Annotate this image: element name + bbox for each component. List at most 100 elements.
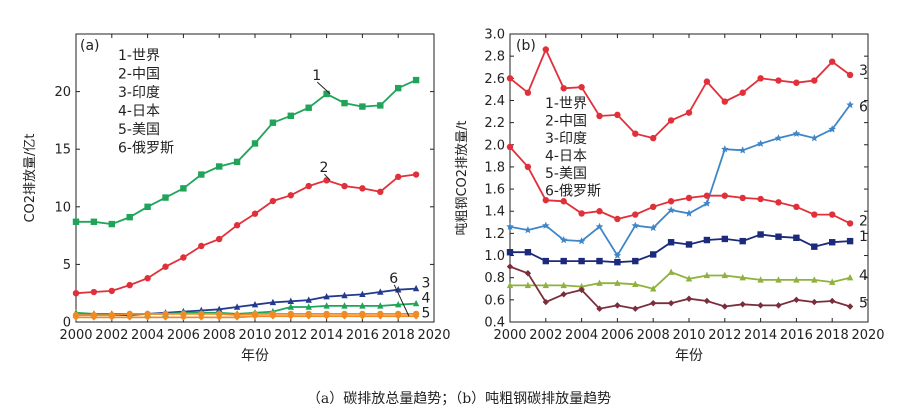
data-point-a-6 bbox=[412, 310, 420, 318]
data-point-b-5 bbox=[596, 305, 603, 312]
x-tick-label-a: 2008 bbox=[203, 328, 236, 343]
x-tick-label-a: 2012 bbox=[274, 328, 307, 343]
data-point-b-1 bbox=[739, 237, 746, 245]
data-point-a-2 bbox=[377, 188, 384, 196]
data-point-b-4 bbox=[614, 279, 621, 286]
data-point-a-3 bbox=[269, 298, 277, 306]
legend-entry-b: 4-日本 bbox=[545, 149, 587, 165]
data-point-a-2 bbox=[287, 192, 294, 199]
data-point-b-6 bbox=[542, 221, 550, 229]
data-point-a-4 bbox=[341, 302, 348, 309]
x-tick-label-a: 2000 bbox=[59, 328, 92, 343]
data-point-b-2 bbox=[685, 194, 693, 202]
data-point-a-1 bbox=[305, 104, 312, 111]
data-point-b-1 bbox=[614, 258, 621, 266]
x-tick-label-b: 2008 bbox=[637, 328, 670, 343]
data-point-a-1 bbox=[323, 90, 330, 98]
legend-entry-a: 1-世界 bbox=[118, 48, 160, 64]
data-point-b-2 bbox=[632, 211, 639, 218]
data-point-b-2 bbox=[506, 143, 514, 151]
data-point-a-2 bbox=[341, 182, 348, 190]
data-point-b-6 bbox=[792, 129, 801, 137]
data-point-a-3 bbox=[305, 296, 312, 303]
data-point-a-4 bbox=[412, 299, 420, 307]
data-point-b-5 bbox=[846, 303, 854, 310]
data-point-b-2 bbox=[596, 208, 603, 215]
data-point-a-2 bbox=[144, 275, 151, 282]
data-point-b-6 bbox=[828, 125, 836, 133]
data-point-b-2 bbox=[829, 211, 836, 218]
data-point-b-6 bbox=[774, 134, 783, 142]
data-point-a-6 bbox=[180, 310, 187, 318]
data-point-b-4 bbox=[829, 278, 836, 285]
data-point-a-1 bbox=[341, 99, 348, 107]
data-point-b-1 bbox=[632, 257, 639, 265]
data-point-a-6 bbox=[144, 310, 151, 318]
y-tick-label-b: 2.0 bbox=[484, 138, 505, 153]
data-point-b-3 bbox=[703, 78, 711, 85]
data-point-a-3 bbox=[412, 284, 420, 292]
data-point-b-4 bbox=[846, 273, 854, 281]
x-tick-label-b: 2000 bbox=[493, 328, 526, 343]
data-point-a-2 bbox=[412, 171, 420, 178]
y-tick-label-a: 5 bbox=[63, 258, 71, 273]
legend-entry-a: 4-日本 bbox=[118, 104, 160, 120]
x-tick-label-b: 2016 bbox=[780, 328, 813, 343]
data-point-b-2 bbox=[560, 198, 567, 205]
x-tick-label-b: 2020 bbox=[851, 328, 884, 343]
data-point-b-4 bbox=[632, 280, 639, 288]
x-tick-label-b: 2002 bbox=[529, 328, 562, 343]
data-point-a-3 bbox=[216, 305, 223, 313]
data-point-b-6 bbox=[667, 206, 675, 214]
data-point-b-5 bbox=[739, 301, 746, 308]
data-point-a-2 bbox=[251, 210, 259, 217]
data-point-b-4 bbox=[739, 273, 746, 281]
series-annotation-b: 3 bbox=[859, 63, 868, 79]
data-point-a-6 bbox=[162, 310, 169, 318]
y-tick-label-b: 0.4 bbox=[484, 316, 505, 331]
data-point-b-2 bbox=[811, 211, 818, 218]
data-point-a-2 bbox=[162, 263, 169, 270]
data-point-a-6 bbox=[251, 310, 259, 318]
data-point-b-2 bbox=[578, 210, 585, 217]
annotation-leader-a bbox=[393, 284, 410, 317]
y-tick-label-b: 0.6 bbox=[484, 293, 505, 308]
data-point-a-2 bbox=[323, 177, 330, 184]
data-point-a-1 bbox=[287, 112, 294, 119]
y-axis-title-a: CO2排放量/亿t bbox=[23, 133, 38, 222]
data-point-b-3 bbox=[685, 109, 693, 116]
data-point-b-2 bbox=[775, 199, 782, 206]
data-point-a-2 bbox=[72, 290, 80, 297]
data-point-b-5 bbox=[811, 298, 818, 306]
data-point-a-6 bbox=[395, 310, 402, 318]
series-annotation-b: 1 bbox=[859, 229, 868, 245]
data-point-a-2 bbox=[359, 185, 366, 192]
x-tick-label-a: 2004 bbox=[131, 328, 164, 343]
data-point-b-2 bbox=[739, 194, 746, 202]
data-point-b-2 bbox=[703, 192, 711, 199]
panel-label-b: (b) bbox=[516, 38, 536, 54]
data-point-a-1 bbox=[359, 103, 366, 110]
data-point-b-4 bbox=[793, 276, 800, 283]
series-annotation-a: 1 bbox=[312, 68, 321, 84]
x-tick-label-a: 2002 bbox=[95, 328, 128, 343]
data-point-a-3 bbox=[233, 303, 241, 310]
data-point-b-2 bbox=[650, 203, 657, 210]
data-point-a-6 bbox=[198, 310, 205, 318]
x-tick-label-a: 2010 bbox=[238, 328, 271, 343]
data-point-b-3 bbox=[614, 111, 621, 119]
data-point-b-3 bbox=[739, 89, 746, 96]
data-point-a-3 bbox=[287, 297, 294, 304]
data-point-b-1 bbox=[685, 241, 693, 248]
data-point-a-3 bbox=[359, 290, 366, 298]
data-point-a-2 bbox=[305, 182, 312, 190]
y-tick-label-b: 2.4 bbox=[484, 94, 505, 109]
data-point-b-5 bbox=[829, 297, 836, 305]
x-tick-label-b: 2014 bbox=[744, 328, 777, 343]
series-annotation-a: 4 bbox=[421, 290, 430, 306]
data-point-b-4 bbox=[775, 276, 782, 283]
data-point-b-2 bbox=[721, 192, 728, 199]
data-point-b-1 bbox=[524, 249, 532, 256]
data-point-a-3 bbox=[323, 292, 330, 300]
data-point-b-1 bbox=[650, 251, 657, 258]
